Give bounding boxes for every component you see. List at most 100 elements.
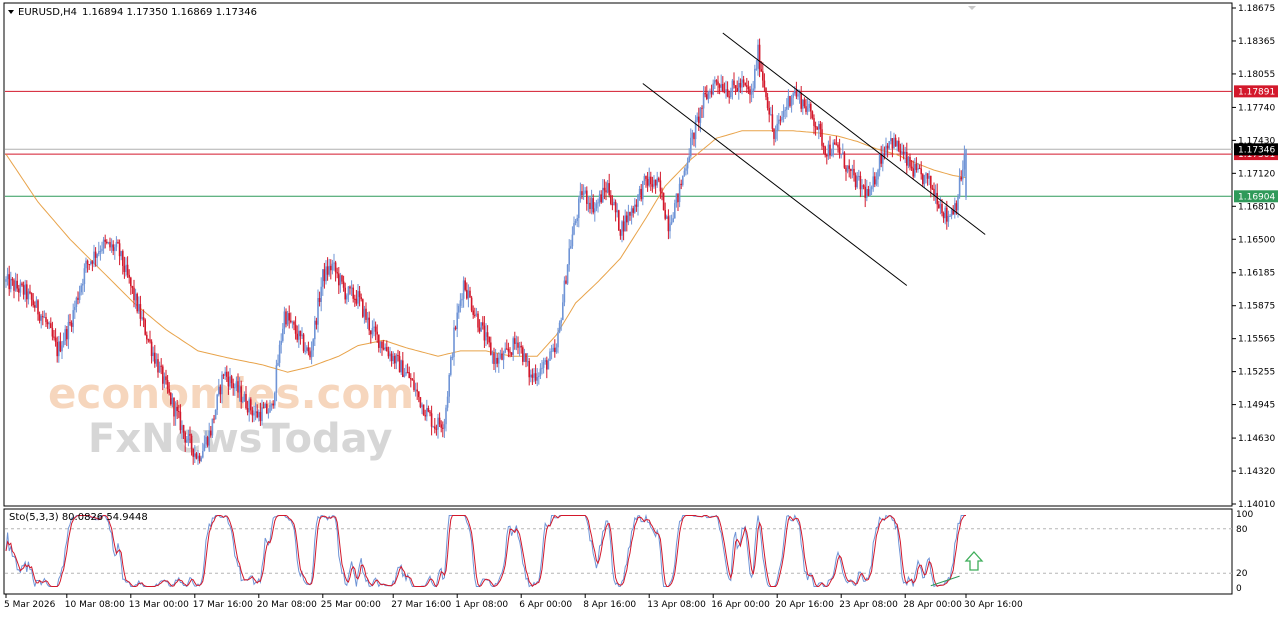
candle [163, 372, 166, 389]
candle-body [898, 140, 900, 151]
chart-shift-marker-icon[interactable] [968, 6, 976, 10]
candle-body [195, 453, 198, 459]
candle [294, 316, 297, 340]
candle [299, 330, 302, 345]
candle-body [578, 198, 580, 219]
candle [771, 104, 774, 132]
channel-lower-line[interactable] [642, 83, 908, 286]
candle-body [555, 347, 558, 353]
candle [901, 142, 903, 156]
candle-body [466, 289, 468, 299]
candle [638, 185, 641, 201]
candle [210, 425, 212, 438]
candle-body [35, 300, 38, 308]
candle [789, 95, 791, 108]
candle [818, 121, 820, 140]
candle [573, 216, 575, 236]
candle [13, 278, 15, 299]
candle-body [368, 317, 370, 331]
candle-body [960, 177, 962, 180]
candle-body [410, 378, 412, 380]
candle [749, 85, 751, 104]
candle [320, 277, 322, 312]
candle [261, 399, 263, 426]
candle-body [581, 191, 583, 195]
candle-body [728, 96, 730, 98]
candle-body [619, 230, 622, 236]
candle-body [786, 106, 788, 110]
candle [178, 404, 180, 419]
candle [251, 406, 254, 423]
candle [88, 263, 90, 271]
channel-upper-line[interactable] [722, 32, 986, 235]
candle [926, 173, 929, 186]
candle [530, 369, 532, 383]
time-axis: 5 Mar 2026 10 Mar 08:00 13 Mar 00:00 17 Mar… [4, 594, 1023, 610]
candle-body [147, 339, 150, 341]
candle [250, 397, 252, 415]
price-tick-label: 1.14320 [1238, 467, 1275, 477]
candle-body [523, 353, 526, 362]
candle-body [462, 280, 465, 299]
candle-body [899, 150, 902, 154]
candle-body [618, 210, 620, 231]
candle [91, 260, 94, 272]
collapse-triangle-icon[interactable] [8, 10, 14, 14]
candle [318, 291, 321, 307]
candle-body [534, 373, 537, 381]
candle-body [206, 437, 209, 446]
candle [270, 403, 273, 411]
candle-body [526, 361, 529, 363]
candle [747, 80, 750, 95]
candle [520, 341, 522, 354]
candle [949, 214, 951, 217]
candle [69, 313, 71, 326]
candle-body [874, 176, 876, 185]
candle-body [296, 333, 298, 340]
candle-body [811, 111, 814, 119]
candle [802, 99, 804, 115]
candle [114, 244, 116, 260]
divergence-line[interactable] [930, 575, 960, 587]
candle-body [456, 312, 458, 330]
candle [50, 317, 52, 329]
candle-body [338, 273, 340, 286]
candle-body [965, 149, 967, 198]
candle-body [598, 194, 601, 203]
candle-body [144, 319, 146, 335]
candle [666, 214, 668, 220]
candle-body [427, 407, 430, 412]
candle [536, 368, 538, 387]
candle [336, 267, 338, 279]
candle-body [579, 191, 582, 199]
candle [728, 90, 730, 104]
candle-body [50, 323, 52, 329]
candle-body [902, 151, 905, 155]
candle-body [907, 156, 910, 166]
candle [738, 76, 740, 100]
candle-body [698, 116, 700, 123]
candle-body [827, 144, 830, 157]
candle [670, 214, 673, 226]
candle-body [565, 280, 567, 284]
candle-body [571, 234, 574, 247]
candle-body [699, 107, 702, 123]
candle-body [230, 376, 233, 384]
candle-body [506, 348, 508, 350]
level-tag-resistance-upper [1234, 85, 1278, 98]
candle [877, 168, 879, 187]
candle-body [718, 84, 721, 88]
candle [46, 319, 49, 329]
candle-body [40, 315, 42, 321]
time-tick-label: 8 Apr 16:00 [583, 600, 636, 610]
candle [246, 400, 249, 416]
stochastic-title: Sto(5,3,3) 80.0826 54.9448 [9, 512, 148, 523]
candle [312, 338, 314, 357]
candle-body [934, 192, 937, 196]
candle-body [654, 179, 657, 186]
candle [371, 320, 374, 339]
candle-body [754, 68, 756, 89]
candle [131, 285, 134, 294]
